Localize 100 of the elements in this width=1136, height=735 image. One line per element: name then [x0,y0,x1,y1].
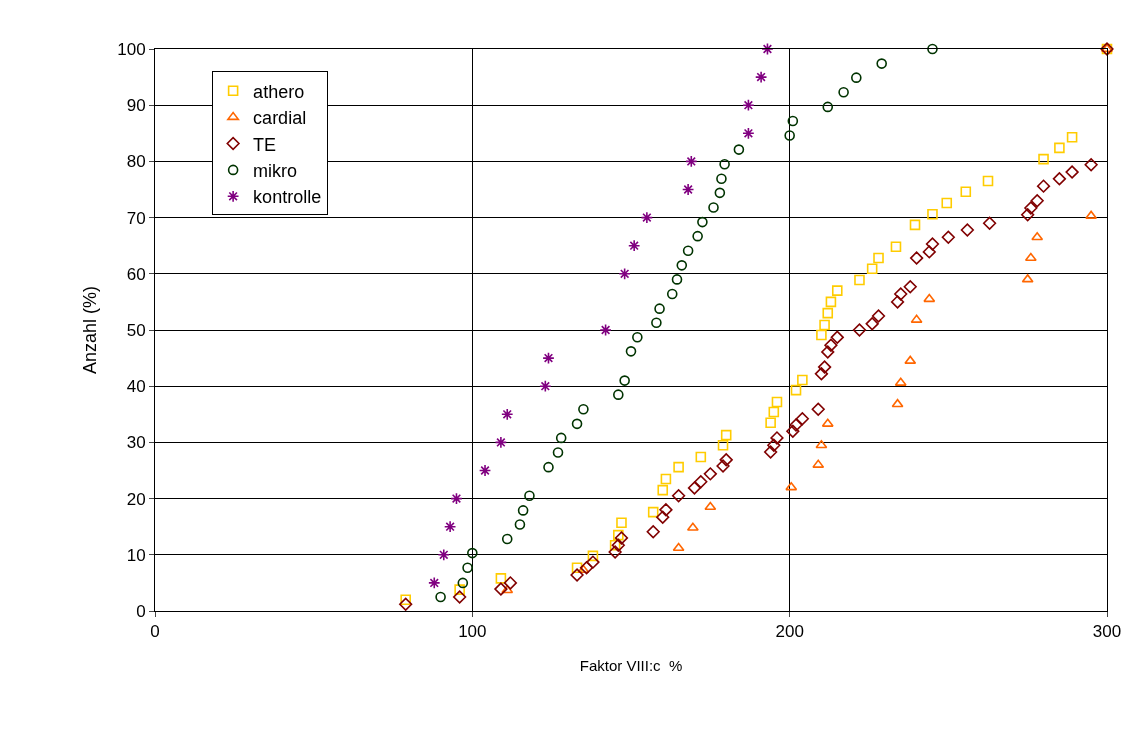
y-axis-title: Anzahl (%) [80,285,101,375]
point [719,453,733,467]
point [814,367,829,381]
point [786,424,800,438]
point [672,542,685,552]
point [822,307,834,319]
point [503,576,518,590]
point [763,445,778,459]
point [1031,231,1044,241]
point [733,144,745,155]
point [941,230,955,244]
point [790,384,802,396]
point [570,568,584,582]
point [443,520,457,533]
point [903,280,917,294]
point [654,303,665,314]
point [761,42,774,56]
legend-label: mikro [253,160,298,181]
point [719,158,730,170]
y-tick-label: 100 [117,39,146,59]
point [478,464,492,477]
point [659,503,673,517]
point [1066,131,1078,143]
point [457,577,469,589]
point [1038,153,1049,165]
point [982,216,997,230]
y-tick-label: 80 [126,152,146,172]
point [400,594,411,606]
point [517,505,529,516]
point [586,555,600,569]
point [831,285,843,296]
point [742,99,755,112]
point [771,396,783,408]
point [692,230,703,242]
point [608,545,622,559]
x-tick-label: 300 [1092,622,1122,642]
point [811,402,825,416]
point [1052,172,1067,186]
point [435,591,446,603]
point [656,510,670,524]
point [716,459,730,473]
point [927,208,938,220]
point [768,406,780,418]
point [694,475,708,489]
point [697,216,708,228]
point [770,431,784,445]
point [467,547,478,559]
point [795,412,810,426]
point [495,573,507,584]
point [1021,208,1035,222]
point [767,438,781,452]
point [871,309,886,323]
point [613,529,624,541]
point [501,408,514,421]
point [619,375,630,386]
point [1084,158,1098,172]
point [754,70,768,84]
point [450,492,463,505]
point [866,263,878,275]
point [851,72,862,83]
x-tick-label: 100 [458,622,487,642]
point [825,296,837,308]
point [578,403,589,415]
point [524,490,535,502]
point [824,338,838,352]
point [704,501,717,511]
point [673,461,684,473]
point [552,447,564,458]
point [501,584,514,594]
point [742,127,755,140]
point [922,245,936,259]
point [647,506,659,518]
point [543,461,554,473]
y-tick-label: 50 [126,320,146,340]
point [787,115,799,127]
point [428,576,441,590]
point [717,439,729,451]
point [616,517,627,529]
point [960,223,975,237]
point [819,319,830,331]
point [797,374,808,386]
point [852,323,867,337]
point [682,245,694,257]
point [822,101,834,113]
point [599,323,612,337]
legend-label: cardial [253,108,307,129]
point [494,582,508,596]
point [714,187,726,199]
point [640,211,654,224]
point [671,274,683,285]
point [1065,165,1079,179]
point [708,202,719,213]
point [618,267,631,280]
point [923,293,936,303]
point [609,539,621,551]
point [720,429,732,441]
point [1036,179,1051,193]
point [571,418,583,430]
point [632,332,643,343]
x-tick-label: 0 [150,622,160,642]
